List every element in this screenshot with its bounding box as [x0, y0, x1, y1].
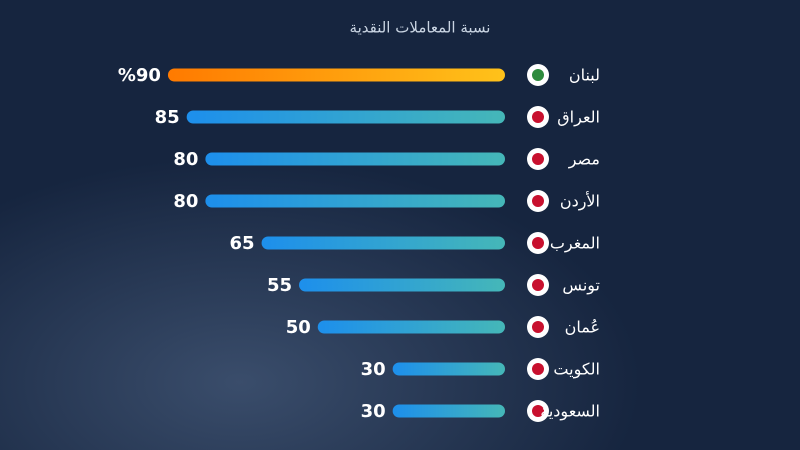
- bar: [317, 320, 505, 334]
- bar: [392, 404, 505, 418]
- flag-center: [532, 111, 544, 123]
- flag-center: [532, 237, 544, 249]
- value-label: 50: [286, 317, 311, 338]
- bar: [205, 152, 505, 166]
- value-label: 85: [155, 107, 180, 128]
- bar: [205, 194, 505, 208]
- value-label: 30: [361, 359, 386, 380]
- value-label: %90: [118, 65, 161, 86]
- category-label: تونس: [562, 276, 600, 296]
- bar: [261, 236, 505, 250]
- value-label: 80: [173, 149, 198, 170]
- bar: [392, 362, 505, 376]
- category-label: مصر: [568, 150, 600, 170]
- value-label: 55: [267, 275, 292, 296]
- flag-center: [532, 405, 544, 417]
- category-label: لبنان: [569, 66, 600, 85]
- category-label: الأردن: [560, 191, 600, 212]
- flag-center: [532, 321, 544, 333]
- flag-center: [532, 279, 544, 291]
- category-label: عُمان: [565, 318, 600, 337]
- category-label: الكويت: [553, 360, 600, 380]
- value-label: 30: [361, 401, 386, 422]
- category-label: المغرب: [550, 234, 600, 254]
- flag-center: [532, 153, 544, 165]
- value-label: 80: [173, 191, 198, 212]
- flag-center: [532, 363, 544, 375]
- flag-center: [532, 195, 544, 207]
- category-label: العراق: [557, 108, 600, 128]
- bar: [167, 68, 505, 82]
- category-label: السعودية: [540, 402, 600, 422]
- bar: [299, 278, 505, 292]
- bar: [186, 110, 506, 124]
- value-label: 65: [230, 233, 255, 254]
- flag-center: [532, 69, 544, 81]
- chart-subtitle: نسبة المعاملات النقدية: [350, 19, 491, 37]
